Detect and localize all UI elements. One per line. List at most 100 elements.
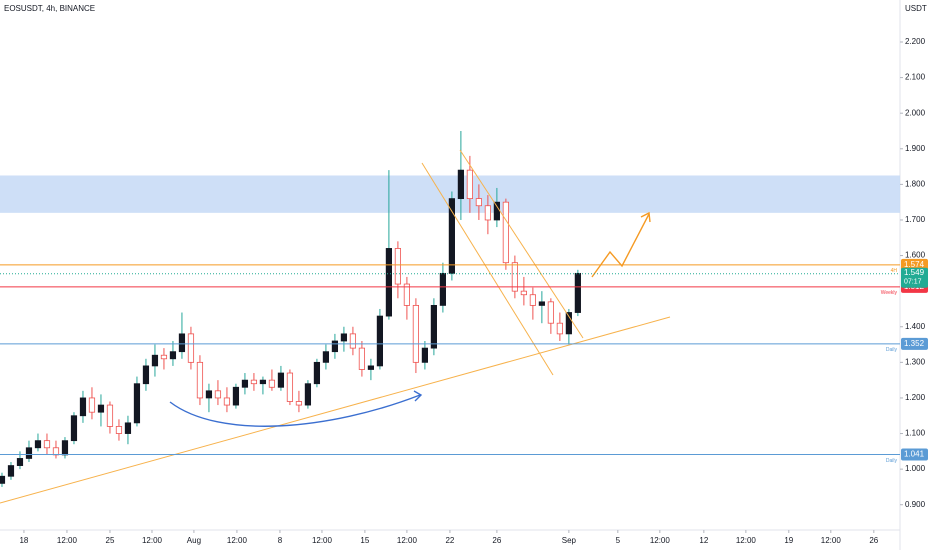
x-tick-label: 12:00 (650, 536, 671, 545)
candle-body (25, 447, 33, 459)
candle-body (385, 248, 393, 317)
price-label: 1.041 (904, 450, 925, 459)
candle-body (304, 383, 312, 406)
x-tick-label: 12:00 (312, 536, 333, 545)
candle-body (16, 458, 24, 466)
x-tick-label: 18 (19, 536, 28, 545)
x-tick-label: 26 (492, 536, 501, 545)
candle-body (70, 415, 78, 442)
candle-body (403, 283, 410, 306)
candle-body (97, 404, 105, 413)
arrow-head (413, 390, 423, 402)
price-label-box (901, 337, 928, 350)
price-label: 1.574 (904, 260, 925, 269)
candle-body (565, 312, 572, 335)
candle-body (124, 422, 132, 434)
candle-body (88, 397, 96, 413)
candle-body (151, 354, 159, 367)
chart-title: EOSUSDT, 4h, BINANCE (4, 4, 95, 13)
x-tick-label: 5 (616, 536, 621, 545)
level-name: Weekly (881, 290, 898, 296)
x-tick-label: 12:00 (57, 536, 78, 545)
candle-body (358, 347, 366, 370)
candle-body (250, 379, 258, 385)
candle-body (574, 272, 581, 313)
candle-body (547, 301, 554, 324)
price-label-box (901, 448, 928, 461)
candle-body (349, 333, 357, 349)
candle-body (115, 426, 123, 434)
x-tick-label: 26 (869, 536, 878, 545)
candle-body (457, 169, 464, 200)
x-tick-label: 8 (278, 536, 283, 545)
candle-body (466, 169, 473, 200)
candle-body (313, 361, 321, 385)
candle-body (106, 404, 114, 427)
countdown: 07:17 (904, 279, 922, 286)
candle-body (331, 340, 339, 353)
candle-body (430, 304, 437, 349)
curved-arrow (169, 394, 421, 427)
x-tick-label: 12:00 (821, 536, 842, 545)
candle-body (448, 198, 455, 274)
x-tick-label: 12:00 (227, 536, 248, 545)
level-name: Daily (886, 458, 898, 464)
candle-body (169, 351, 177, 360)
candle-body (142, 365, 150, 385)
price-label: 1.352 (904, 339, 925, 348)
candle-body (133, 383, 141, 424)
x-tick-label: 12 (699, 536, 708, 545)
candle-body (34, 440, 42, 449)
candle-body (259, 379, 267, 385)
candle-body (475, 198, 482, 207)
candle-body (439, 272, 446, 306)
arrow-head (640, 211, 651, 223)
x-tick-label: Sep (562, 536, 577, 545)
y-tick-label: 1.700 (905, 215, 926, 224)
y-tick-label: 1.000 (905, 464, 926, 473)
candle-body (556, 322, 563, 335)
candle-body (493, 201, 500, 221)
y-tick-label: 1.800 (905, 179, 926, 188)
x-tick-label: 12:00 (736, 536, 757, 545)
y-tick-label: 2.100 (905, 73, 926, 82)
candle-body (241, 379, 249, 388)
plot (0, 130, 900, 487)
candle-body (511, 262, 518, 292)
candle-body (0, 475, 6, 484)
x-tick-label: 12:00 (397, 536, 418, 545)
candle-body (529, 294, 536, 306)
candle-body (538, 301, 545, 306)
y-tick-label: 1.400 (905, 322, 926, 331)
x-tick-label: 19 (784, 536, 793, 545)
candle-body (286, 372, 294, 402)
candle-body (376, 315, 384, 367)
candle-body (205, 390, 213, 399)
candle-body (394, 248, 401, 285)
y-tick-label: 1.100 (905, 429, 926, 438)
x-tick-label: 12:00 (142, 536, 163, 545)
candle-body (160, 354, 168, 360)
candle-body (277, 372, 285, 388)
candle-body (520, 290, 527, 296)
candle-body (214, 390, 222, 399)
channel-line (421, 162, 554, 376)
candle-body (52, 447, 60, 456)
candle-body (196, 361, 204, 399)
axis-unit: USDT (905, 4, 927, 13)
candle-body (61, 440, 69, 456)
level-name: 4H (891, 268, 898, 274)
candle-body (268, 379, 276, 388)
candle-body (7, 465, 15, 477)
candle-body (322, 351, 330, 363)
y-tick-label: 1.900 (905, 144, 926, 153)
x-tick-label: 15 (360, 536, 369, 545)
candle-body (502, 201, 509, 264)
level-name: Daily (886, 347, 898, 353)
y-tick-label: 1.600 (905, 251, 926, 260)
candle-body (340, 333, 348, 342)
candle-body (232, 386, 240, 406)
candle-body (223, 397, 231, 406)
